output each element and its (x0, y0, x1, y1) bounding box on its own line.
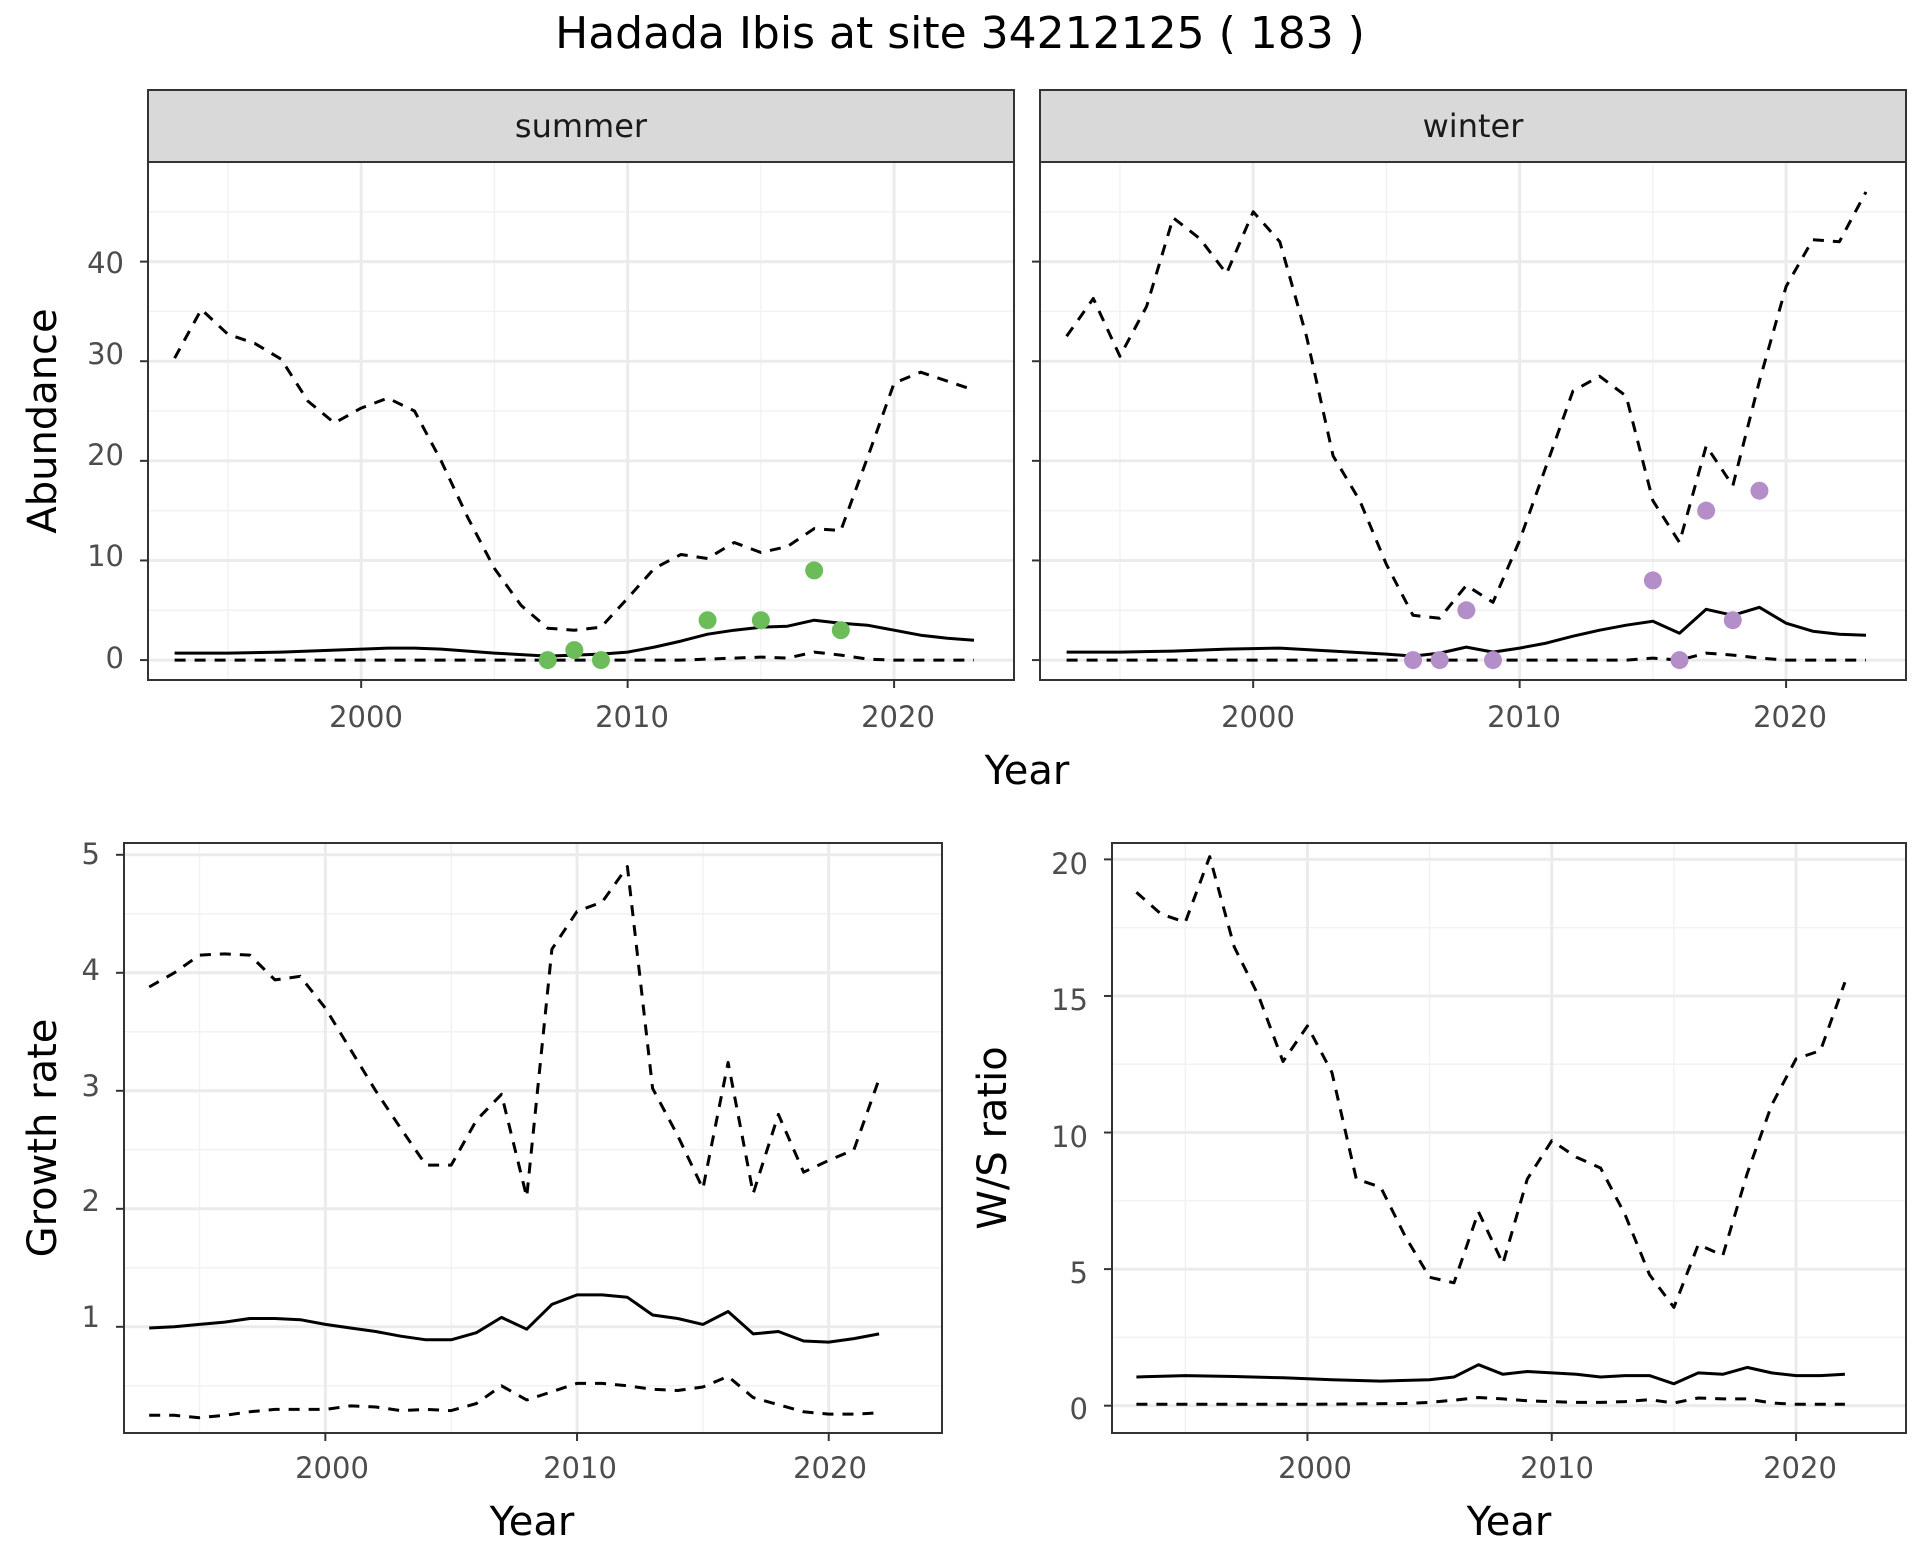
y-tick-label: 0 (1070, 1392, 1088, 1426)
y-tick-label: 3 (82, 1069, 100, 1103)
y-tick-label: 15 (1051, 983, 1088, 1017)
ratio-y-ticks: 20 15 10 5 0 (1051, 847, 1088, 1426)
summer-strip (147, 89, 1015, 163)
y-tick-label: 10 (1051, 1120, 1088, 1154)
summer-plot-border (147, 161, 1015, 681)
observation-point (831, 621, 850, 640)
x-tick-label: 2000 (1278, 1451, 1352, 1485)
observation-point (1643, 571, 1662, 590)
observation-point (1670, 651, 1689, 670)
y-tick-label: 0 (106, 641, 124, 675)
observation-point (565, 641, 584, 660)
summer-y-ticks: 40 30 20 10 0 (87, 246, 124, 675)
growth-x-ticks: 2000 2010 2020 (295, 1451, 867, 1485)
interval-line (1136, 1396, 1845, 1406)
estimate-line (1136, 1363, 1845, 1386)
observation-point (591, 651, 610, 670)
ratio-x-axis-title: Year (1466, 1499, 1552, 1545)
interval-line (148, 865, 881, 1199)
x-tick-label: 2010 (1487, 700, 1561, 734)
observation-point (1457, 601, 1476, 620)
observation-point (1404, 651, 1423, 670)
growth-panel: 5 4 3 2 1 2000 2010 2020 Year Growth rat… (20, 837, 943, 1545)
y-tick-label: 10 (87, 539, 124, 573)
summer-plot-bg (148, 162, 1014, 680)
summer-points (538, 561, 850, 670)
winter-strip-label: winter (1423, 107, 1525, 145)
growth-y-axis-title: Growth rate (20, 1019, 66, 1258)
chart-title: Hadada Ibis at site 34212125 ( 183 ) (555, 8, 1365, 59)
interval-line (149, 1374, 880, 1420)
observation-point (1723, 611, 1742, 630)
y-tick-label: 5 (82, 837, 100, 871)
winter-panel: winter 2000 2010 2020 (1032, 89, 1907, 734)
interval-line (1066, 651, 1866, 662)
observation-point (1483, 651, 1502, 670)
y-tick-label: 40 (87, 246, 124, 280)
observation-point (751, 611, 770, 630)
interval-line (1135, 855, 1847, 1309)
y-tick-label: 20 (1051, 847, 1088, 881)
summer-x-ticks: 2000 2010 2020 (329, 700, 935, 734)
growth-series (148, 865, 881, 1420)
estimate-line (174, 618, 975, 658)
x-tick-label: 2000 (1221, 700, 1295, 734)
ratio-series (1135, 855, 1847, 1406)
summer-strip-label: summer (515, 107, 648, 145)
y-tick-label: 4 (82, 953, 100, 987)
observation-point (805, 561, 824, 580)
x-tick-label: 2010 (543, 1451, 617, 1485)
ratio-plot-bg (1112, 843, 1906, 1433)
x-tick-label: 2000 (329, 700, 403, 734)
winter-strip (1039, 89, 1907, 163)
summer-series (173, 307, 975, 662)
summer-panel: summer 40 30 20 10 0 2000 2010 2020 (87, 89, 1015, 734)
x-tick-label: 2010 (1520, 1451, 1594, 1485)
y-tick-label: 2 (82, 1184, 100, 1218)
interval-line (174, 650, 974, 662)
winter-series (1065, 191, 1868, 662)
x-tick-label: 2020 (1753, 700, 1827, 734)
y-tick-label: 20 (87, 438, 124, 472)
winter-points (1404, 481, 1769, 670)
observation-point (538, 651, 557, 670)
growth-x-axis-title: Year (489, 1499, 575, 1545)
winter-grid (1032, 162, 1906, 688)
x-tick-label: 2000 (295, 1451, 369, 1485)
ratio-y-axis-title: W/S ratio (970, 1046, 1016, 1229)
growth-plot-bg (124, 843, 942, 1433)
summer-grid (140, 162, 1014, 688)
ratio-plot-border (1111, 842, 1907, 1434)
x-tick-label: 2020 (861, 700, 935, 734)
observation-point (698, 611, 717, 630)
growth-y-ticks: 5 4 3 2 1 (82, 837, 100, 1334)
ratio-x-ticks: 2000 2010 2020 (1278, 1451, 1837, 1485)
observation-point (1430, 651, 1449, 670)
x-tick-label: 2020 (793, 1451, 867, 1485)
ratio-grid (1104, 843, 1906, 1441)
top-x-axis-title: Year (984, 748, 1070, 794)
observation-point (1750, 481, 1769, 500)
x-tick-label: 2020 (1763, 1451, 1837, 1485)
y-tick-label: 1 (82, 1300, 100, 1334)
winter-plot-border (1039, 161, 1907, 681)
y-tick-label: 30 (87, 337, 124, 371)
winter-plot-bg (1040, 162, 1906, 680)
y-tick-label: 5 (1070, 1256, 1088, 1290)
estimate-line (149, 1293, 880, 1344)
observation-point (1697, 501, 1716, 520)
growth-plot-border (123, 842, 943, 1434)
estimate-line (1066, 605, 1867, 658)
winter-x-ticks: 2000 2010 2020 (1221, 700, 1827, 734)
x-tick-label: 2010 (595, 700, 669, 734)
top-y-axis-title: Abundance (20, 308, 66, 533)
ratio-panel: 20 15 10 5 0 2000 2010 2020 Year W/S rat… (970, 842, 1907, 1545)
